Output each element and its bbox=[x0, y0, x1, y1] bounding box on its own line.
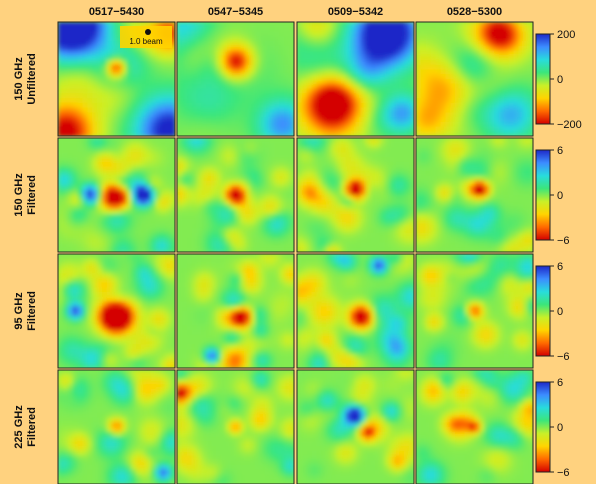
row-label-filter: Unfiltered bbox=[26, 53, 38, 104]
colorbar-tick-label: −6 bbox=[557, 467, 570, 479]
heatmap-panel bbox=[297, 138, 415, 253]
colorbar-tick-label: 0 bbox=[557, 190, 563, 202]
row-label-frequency: 95 GHz bbox=[13, 292, 25, 330]
heatmap-panel bbox=[416, 254, 534, 369]
row-label-frequency: 150 GHz bbox=[13, 57, 25, 101]
heatmap-panel bbox=[416, 22, 534, 137]
heatmap-panel bbox=[297, 254, 415, 369]
row-label-filter: Filtered bbox=[26, 291, 38, 331]
colorbar: 6 0 −6 bbox=[536, 261, 570, 363]
column-header: 0528−5300 bbox=[447, 6, 502, 18]
heatmap-panel bbox=[58, 370, 176, 484]
row-label-filter: Filtered bbox=[26, 175, 38, 215]
colorbar-tick-label: 200 bbox=[557, 29, 575, 41]
heatmap-panel bbox=[177, 138, 295, 253]
colorbar: 200 0 −200 bbox=[536, 29, 582, 131]
row-label-filter: Filtered bbox=[26, 407, 38, 447]
colorbar-tick-label: −6 bbox=[557, 235, 570, 247]
heatmap-panel bbox=[416, 370, 534, 484]
heatmap-panel bbox=[297, 22, 415, 137]
heatmap-panel bbox=[177, 370, 295, 484]
colorbar-tick-label: 0 bbox=[557, 306, 563, 318]
scale-bar: 1.0 beam bbox=[120, 26, 172, 48]
colorbars: 200 0 −200 6 0 −6 6 0 −6 6 0 −6 bbox=[536, 29, 582, 479]
heatmap-panel bbox=[58, 254, 176, 369]
colorbar-tick-label: 0 bbox=[557, 422, 563, 434]
colorbar-tick-label: −200 bbox=[557, 119, 582, 131]
column-header: 0509−5342 bbox=[328, 6, 383, 18]
colorbar-tick-label: 6 bbox=[557, 377, 563, 389]
row-label-frequency: 150 GHz bbox=[13, 173, 25, 217]
row-label: 95 GHz Filtered bbox=[13, 291, 38, 331]
heatmap-panel bbox=[297, 370, 415, 484]
column-headers: 0517−5430 0547−5345 0509−5342 0528−5300 bbox=[89, 6, 502, 18]
colorbar: 6 0 −6 bbox=[536, 145, 570, 247]
heatmap-panel bbox=[177, 22, 295, 137]
row-label: 150 GHz Filtered bbox=[13, 173, 38, 217]
row-label: 150 GHz Unfiltered bbox=[13, 53, 38, 104]
row-label-frequency: 225 GHz bbox=[13, 405, 25, 449]
row-label: 225 GHz Filtered bbox=[13, 405, 38, 449]
heatmap-panel bbox=[177, 254, 295, 369]
heatmap-panels: 1.0 beam bbox=[58, 22, 534, 484]
colorbar-tick-label: 6 bbox=[557, 261, 563, 273]
heatmap-panel bbox=[58, 138, 176, 253]
column-header: 0517−5430 bbox=[89, 6, 144, 18]
colorbar-tick-label: −6 bbox=[557, 351, 570, 363]
heatmap-panel bbox=[416, 138, 534, 253]
column-header: 0547−5345 bbox=[208, 6, 263, 18]
colorbar-tick-label: 6 bbox=[557, 145, 563, 157]
colorbar-tick-label: 0 bbox=[557, 74, 563, 86]
scale-bar-label: 1.0 beam bbox=[129, 37, 163, 46]
colorbar: 6 0 −6 bbox=[536, 377, 570, 479]
